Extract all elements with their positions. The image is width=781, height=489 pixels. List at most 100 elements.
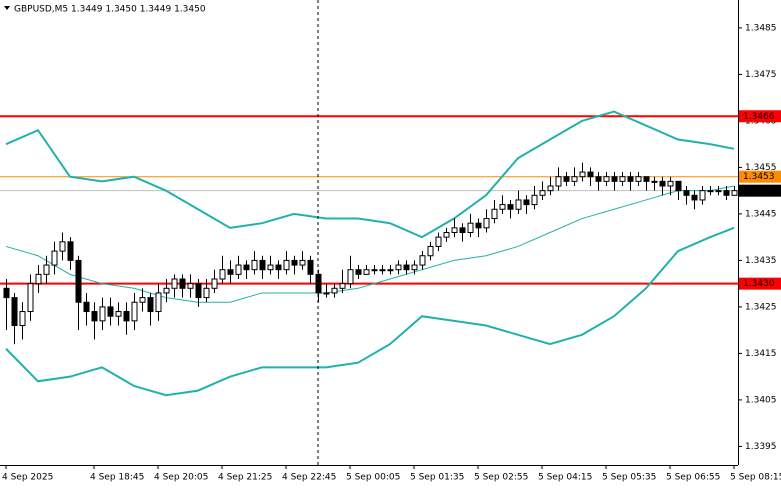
candle-body (259, 259, 266, 271)
candle-body (379, 269, 386, 272)
candle-body (427, 245, 434, 257)
price-level-label: 1.3453 (743, 172, 775, 182)
x-tick-label: 5 Sep 04:15 (538, 473, 592, 483)
y-tick-label: 1.3395 (745, 442, 777, 452)
bollinger-band (5, 110, 735, 239)
candle-body (99, 306, 106, 322)
x-tick-label: 4 Sep 20:05 (154, 473, 208, 483)
candle-body (51, 250, 58, 266)
y-tick-label: 1.3445 (745, 209, 777, 219)
price-level-label: 1.3430 (743, 279, 775, 289)
plot-area (0, 110, 738, 397)
y-tick-label: 1.3455 (745, 163, 777, 173)
candle-body (187, 283, 194, 289)
price-level-label: 1.3466 (743, 112, 775, 122)
candle-body (155, 292, 162, 313)
candle-body (563, 176, 570, 182)
chart-title: GBPUSD,M5 1.3449 1.3450 1.3449 1.3450 (14, 5, 206, 15)
candle-body (123, 311, 130, 322)
candle-body (363, 269, 370, 275)
candle-body (475, 222, 482, 229)
candle-body (235, 264, 242, 275)
candle-body (675, 180, 682, 192)
candle-body (75, 259, 82, 303)
candle-body (611, 176, 618, 182)
candle-body (291, 259, 298, 266)
candle-body (691, 194, 698, 201)
candle-body (571, 176, 578, 182)
candle-body (323, 292, 330, 295)
candle-body (699, 190, 706, 201)
candle-body (499, 204, 506, 210)
candle-body (635, 176, 642, 182)
candle-body (435, 236, 442, 247)
candle-body (547, 185, 554, 192)
candle-body (659, 180, 666, 187)
candle-body (115, 311, 122, 317)
candle-body (339, 283, 346, 289)
candle-body (35, 273, 42, 285)
x-tick-label: 4 Sep 21:25 (218, 473, 272, 483)
bollinger-band (5, 185, 735, 303)
candle-body (443, 232, 450, 238)
candle-body (595, 176, 602, 182)
candle-body (411, 264, 418, 271)
candle-body (283, 259, 290, 271)
x-tick-label: 4 Sep 18:45 (90, 473, 144, 483)
candle-body (195, 283, 202, 299)
candle-body (483, 218, 490, 229)
price-level-tag (739, 184, 781, 197)
candle-body (243, 264, 250, 271)
candle-body (723, 190, 730, 196)
candle-body (387, 269, 394, 272)
candle-body (275, 264, 282, 271)
candle-body (179, 278, 186, 289)
candle-body (627, 176, 634, 182)
candle-body (731, 190, 738, 196)
y-tick-label: 1.3415 (745, 349, 777, 359)
candle-body (43, 264, 50, 275)
candle-body (67, 241, 74, 261)
candle-body (91, 311, 98, 322)
candle-body (603, 176, 610, 182)
candle-body (715, 190, 722, 193)
candle-body (219, 269, 226, 280)
candle-body (515, 199, 522, 210)
candle-body (251, 259, 258, 271)
candle-body (347, 269, 354, 285)
price-level-tag (739, 110, 781, 123)
candle-body (163, 287, 170, 294)
y-tick-label: 1.3475 (745, 70, 777, 80)
candle-body (331, 287, 338, 294)
y-tick-label: 1.3405 (745, 395, 777, 405)
y-tick-label: 1.3435 (745, 256, 777, 266)
candle-body (555, 176, 562, 187)
candle-body (619, 176, 626, 182)
candle-body (371, 269, 378, 272)
candle-body (203, 287, 210, 299)
candle-body (227, 269, 234, 275)
bollinger-band (5, 226, 735, 397)
candle-body (707, 190, 714, 193)
y-tick-label: 1.3485 (745, 23, 777, 33)
candle-body (451, 227, 458, 234)
symbol-icon (4, 6, 10, 10)
candle-body (19, 311, 26, 326)
x-tick-label: 5 Sep 08:15 (730, 473, 781, 483)
x-tick-label: 5 Sep 01:35 (410, 473, 464, 483)
x-tick-label: 4 Sep 22:45 (282, 473, 336, 483)
candle-body (467, 222, 474, 233)
candle-body (507, 204, 514, 210)
candle-body (107, 306, 114, 317)
candle-body (651, 180, 658, 183)
price-level-tag (739, 277, 781, 290)
candle-body (27, 283, 34, 313)
x-tick-label: 5 Sep 05:35 (602, 473, 656, 483)
candle-body (307, 259, 314, 275)
candle-body (171, 278, 178, 289)
candle-body (523, 199, 530, 206)
candle-body (139, 297, 146, 303)
